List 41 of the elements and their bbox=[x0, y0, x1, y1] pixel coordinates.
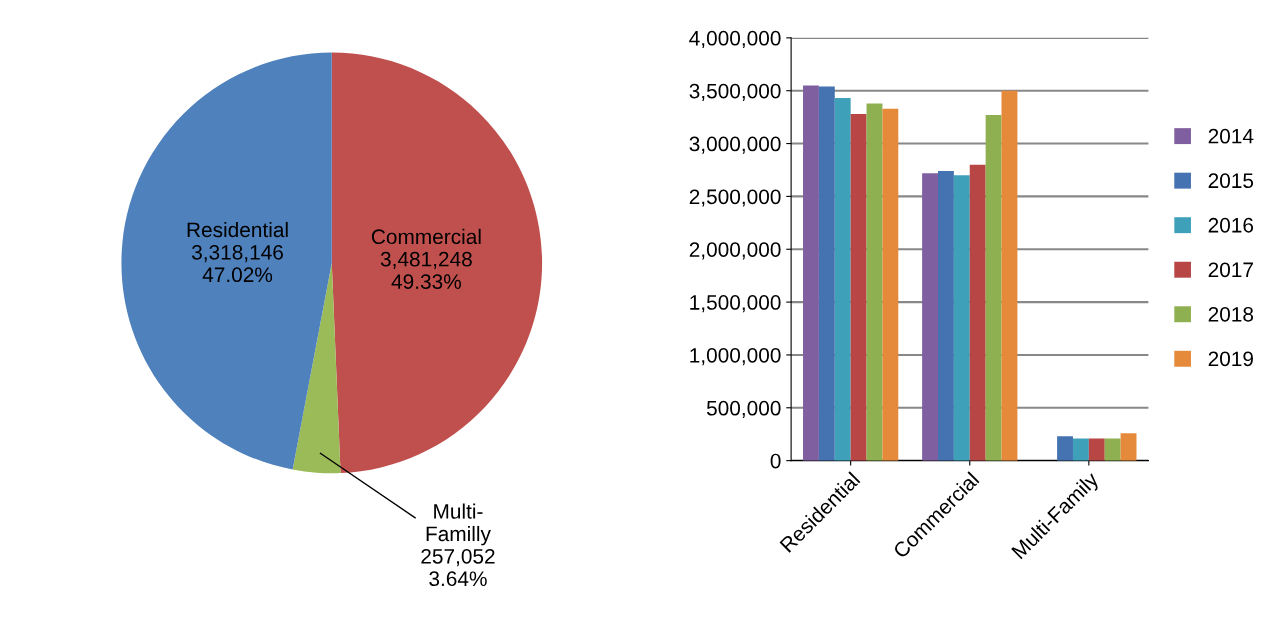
bar bbox=[1104, 438, 1121, 461]
y-tick-label: 2,000,000 bbox=[689, 242, 781, 260]
bar bbox=[953, 175, 970, 461]
bar bbox=[938, 171, 954, 461]
legend-label: 2019 bbox=[1208, 351, 1253, 367]
bar bbox=[866, 103, 883, 461]
bar bbox=[922, 173, 938, 461]
bar bbox=[803, 85, 819, 461]
slice-label: Commercial bbox=[371, 228, 481, 245]
legend-label: 2016 bbox=[1208, 217, 1254, 233]
y-tick-label: 500,000 bbox=[706, 400, 781, 418]
data-label: 3,318,146 47.02% bbox=[191, 244, 283, 283]
y-tick-label: 2,500,000 bbox=[689, 189, 781, 207]
data-label: 3,481,248 49.33% bbox=[380, 251, 472, 289]
bar bbox=[969, 164, 986, 461]
pie-slice bbox=[331, 52, 543, 474]
slice-label: Multi-Familly bbox=[426, 503, 491, 546]
legend-label: 2018 bbox=[1208, 306, 1254, 322]
bar bbox=[882, 108, 899, 461]
y-tick-label: 3,500,000 bbox=[689, 83, 781, 101]
bar bbox=[1001, 90, 1018, 461]
y-tick-label: 1,500,000 bbox=[690, 295, 781, 313]
legend-label: 2015 bbox=[1208, 173, 1254, 189]
bar bbox=[1057, 436, 1073, 461]
bar bbox=[834, 98, 851, 461]
y-tick-label: 4,000,000 bbox=[689, 30, 781, 49]
bar bbox=[818, 86, 835, 461]
bar bbox=[1088, 438, 1105, 461]
legend-label: 2017 bbox=[1208, 262, 1253, 278]
pie-slice bbox=[292, 262, 341, 474]
legend-label: 2014 bbox=[1208, 128, 1254, 144]
bar bbox=[850, 113, 867, 461]
bar bbox=[1072, 438, 1089, 461]
slice-label: Residential bbox=[187, 221, 288, 238]
pie-slice bbox=[121, 52, 332, 470]
bar bbox=[1120, 433, 1137, 461]
data-label: 257,052 3.64% bbox=[421, 548, 495, 587]
y-tick-label: 0 bbox=[770, 453, 781, 469]
bar bbox=[985, 115, 1002, 461]
y-tick-label: 3,000,000 bbox=[689, 136, 781, 154]
y-tick-label: 1,000,000 bbox=[690, 347, 781, 366]
